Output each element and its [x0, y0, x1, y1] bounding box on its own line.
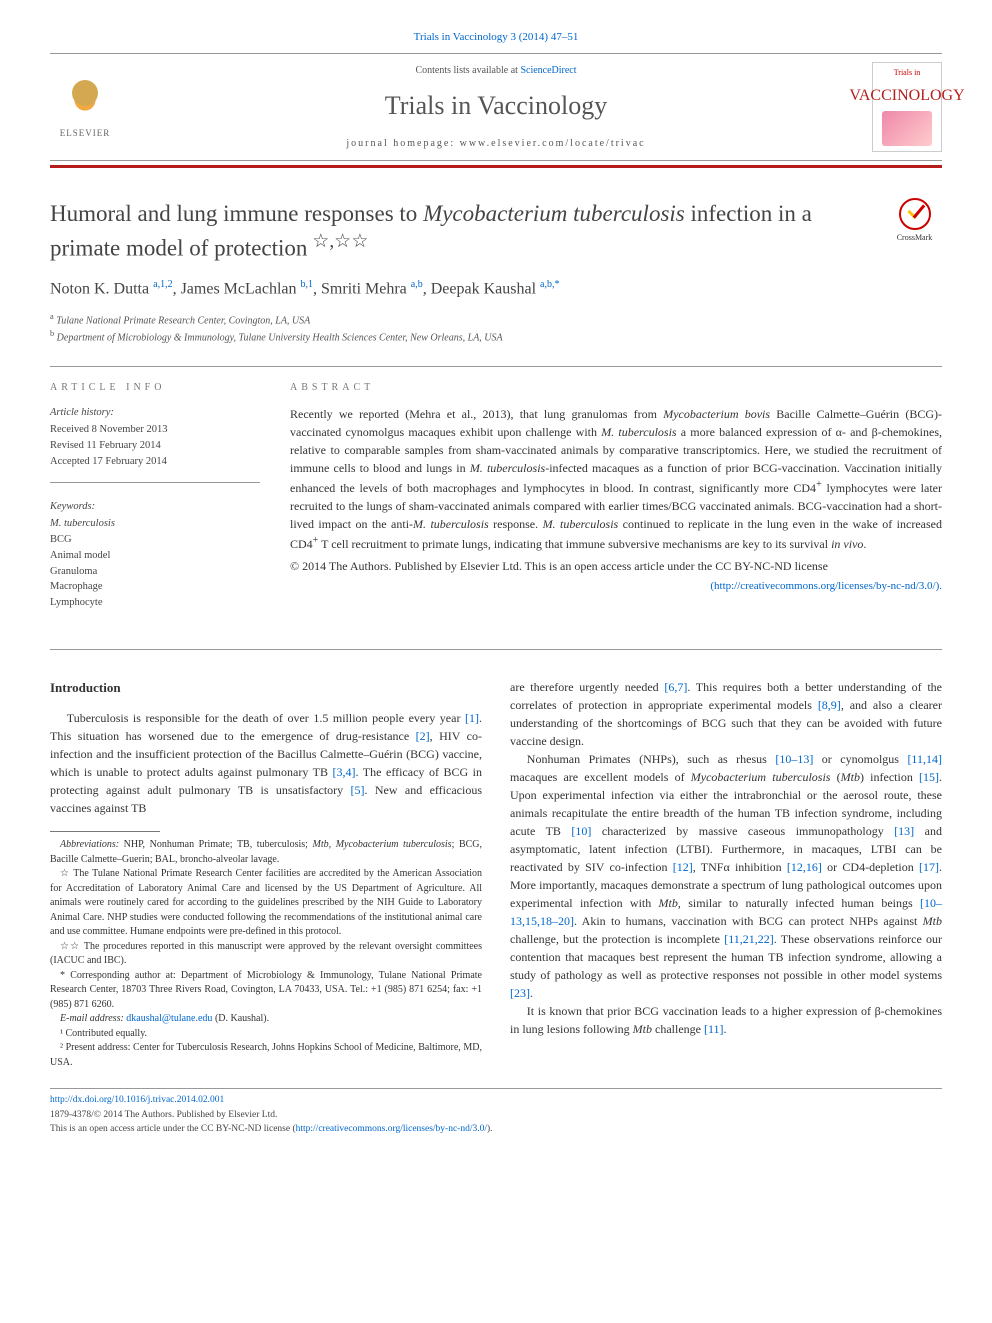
keyword: Animal model [50, 548, 260, 564]
keyword: Macrophage [50, 579, 260, 595]
accent-bar [50, 165, 942, 168]
body-para-continuation: are therefore urgently needed [6,7]. Thi… [510, 678, 942, 750]
history-line: Received 8 November 2013 [50, 422, 260, 438]
license-link[interactable]: (http://creativecommons.org/licenses/by-… [710, 580, 942, 592]
title-text: Humoral and lung immune responses to Myc… [50, 201, 812, 261]
email-suffix: (D. Kaushal). [212, 1013, 269, 1024]
cover-title-1: Trials in [894, 67, 921, 78]
corresponding-email-link[interactable]: dkaushal@tulane.edu [126, 1013, 212, 1024]
introduction-heading: Introduction [50, 678, 482, 698]
article-history: Article history: Received 8 November 201… [50, 405, 260, 483]
keyword: M. tuberculosis [50, 516, 260, 532]
crossmark-icon [899, 198, 931, 230]
intro-para-1: Tuberculosis is responsible for the deat… [50, 709, 482, 817]
abstract-column: ABSTRACT Recently we reported (Mehra et … [290, 381, 942, 639]
abstract-license: (http://creativecommons.org/licenses/by-… [290, 579, 942, 594]
journal-reference: Trials in Vaccinology 3 (2014) 47–51 [50, 30, 942, 45]
footer-license-close: ). [487, 1124, 493, 1134]
abstract-copyright: © 2014 The Authors. Published by Elsevie… [290, 557, 942, 575]
affiliation-line: b Department of Microbiology & Immunolog… [50, 328, 942, 345]
history-line: Accepted 17 February 2014 [50, 454, 260, 470]
elsevier-tree-icon [60, 75, 110, 125]
article-title: Humoral and lung immune responses to Myc… [50, 198, 867, 264]
contents-prefix: Contents lists available at [415, 65, 520, 76]
contents-available: Contents lists available at ScienceDirec… [120, 64, 872, 78]
footnote-rule [50, 831, 160, 832]
footnote-star1: ☆ The Tulane National Primate Research C… [50, 867, 482, 940]
sciencedirect-link[interactable]: ScienceDirect [520, 65, 576, 76]
crossmark-label: CrossMark [897, 232, 933, 243]
journal-homepage: journal homepage: www.elsevier.com/locat… [120, 137, 872, 151]
cover-title-2: VACCINOLOGY [849, 85, 964, 107]
article-info-column: ARTICLE INFO Article history: Received 8… [50, 381, 260, 639]
publisher-logo: ELSEVIER [50, 67, 120, 147]
footnote-contributed: ¹ Contributed equally. [50, 1027, 482, 1042]
body-para-nhp: Nonhuman Primates (NHPs), such as rhesus… [510, 750, 942, 1002]
abstract-heading: ABSTRACT [290, 381, 942, 395]
footnotes: Abbreviations: NHP, Nonhuman Primate; TB… [50, 838, 482, 1070]
affiliations: a Tulane National Primate Research Cente… [50, 311, 942, 346]
doi-link[interactable]: http://dx.doi.org/10.1016/j.trivac.2014.… [50, 1095, 224, 1105]
email-label: E-mail address: [60, 1013, 126, 1024]
history-label: Article history: [50, 405, 260, 421]
footer-license-text: This is an open access article under the… [50, 1124, 296, 1134]
publisher-label: ELSEVIER [60, 127, 111, 140]
authors-line: Noton K. Dutta a,1,2, James McLachlan b,… [50, 278, 942, 301]
page-footer: http://dx.doi.org/10.1016/j.trivac.2014.… [50, 1088, 942, 1136]
keywords-label: Keywords: [50, 499, 260, 515]
history-line: Revised 11 February 2014 [50, 438, 260, 454]
homepage-prefix: journal homepage: [346, 138, 459, 149]
crossmark-badge[interactable]: CrossMark [887, 198, 942, 243]
footnote-present-address: ² Present address: Center for Tuberculos… [50, 1041, 482, 1070]
footnote-corresponding: * Corresponding author at: Department of… [50, 969, 482, 1013]
homepage-url[interactable]: www.elsevier.com/locate/trivac [460, 138, 646, 149]
journal-header: ELSEVIER Contents lists available at Sci… [50, 53, 942, 161]
article-info-heading: ARTICLE INFO [50, 381, 260, 395]
keyword: Granuloma [50, 564, 260, 580]
keyword: BCG [50, 532, 260, 548]
footnote-star2: ☆☆ The procedures reported in this manus… [50, 940, 482, 969]
cover-image-icon [882, 111, 932, 146]
journal-cover-thumbnail: Trials in VACCINOLOGY [872, 62, 942, 152]
abbreviations-footnote: Abbreviations: NHP, Nonhuman Primate; TB… [50, 838, 482, 867]
footnote-email: E-mail address: dkaushal@tulane.edu (D. … [50, 1012, 482, 1027]
body-para-bcg: It is known that prior BCG vaccination l… [510, 1002, 942, 1038]
title-footnote-markers: ☆,☆☆ [307, 231, 368, 252]
article-body: Introduction Tuberculosis is responsible… [50, 678, 942, 1071]
footer-license-link[interactable]: http://creativecommons.org/licenses/by-n… [296, 1124, 487, 1134]
journal-name: Trials in Vaccinology [120, 88, 872, 124]
affiliation-line: a Tulane National Primate Research Cente… [50, 311, 942, 328]
keywords-block: Keywords: M. tuberculosisBCGAnimal model… [50, 499, 260, 623]
abstract-text: Recently we reported (Mehra et al., 2013… [290, 405, 942, 553]
keyword: Lymphocyte [50, 595, 260, 611]
issn-copyright: 1879-4378/© 2014 The Authors. Published … [50, 1110, 277, 1120]
